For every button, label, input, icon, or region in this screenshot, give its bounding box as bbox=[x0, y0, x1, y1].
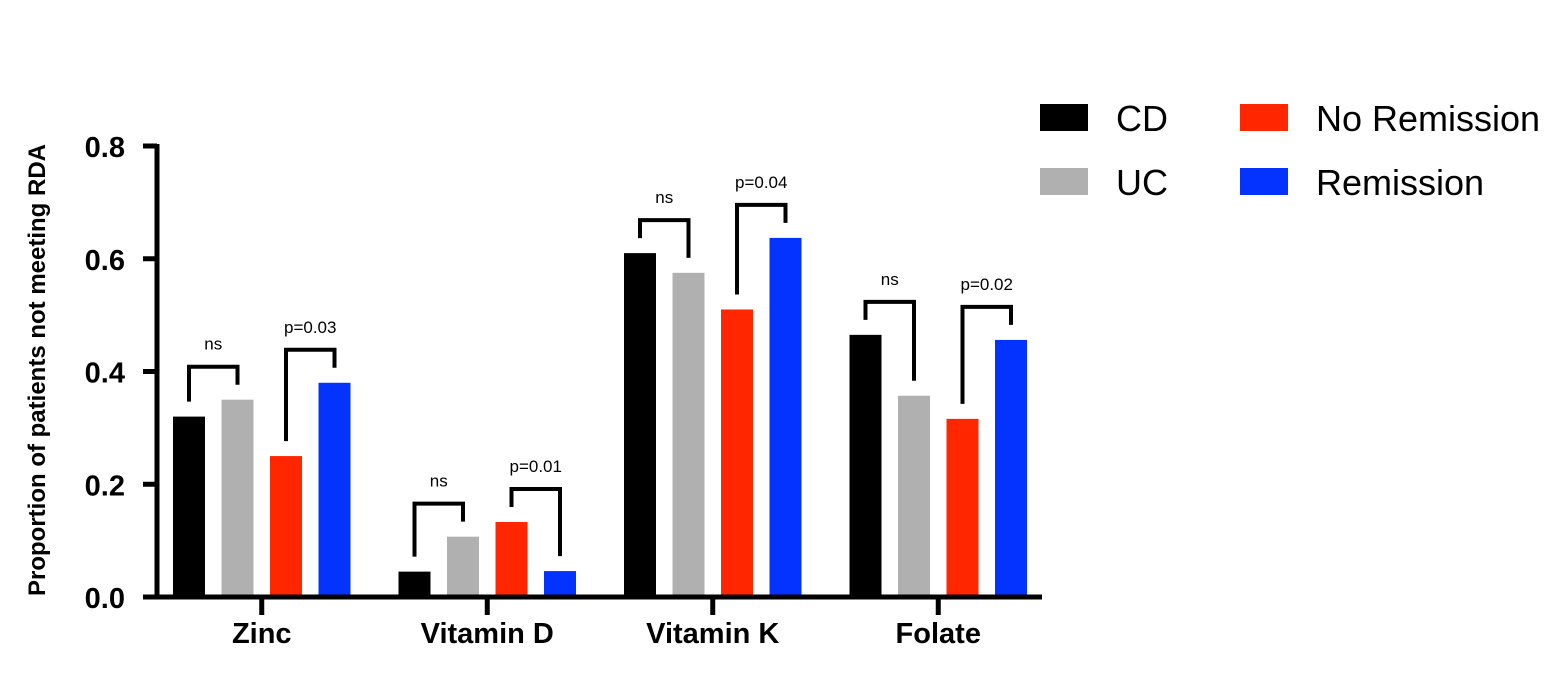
bar bbox=[769, 237, 802, 598]
legend: CD UC No Remission Remission bbox=[1040, 98, 1540, 203]
bar bbox=[946, 418, 979, 597]
legend-swatch bbox=[1240, 168, 1288, 195]
bar bbox=[221, 399, 254, 597]
significance-label: ns bbox=[430, 472, 448, 491]
significance-bracket bbox=[863, 299, 916, 381]
x-category-label: Zinc bbox=[232, 618, 292, 650]
significance-label: ns bbox=[881, 270, 899, 289]
x-category-label: Vitamin K bbox=[646, 618, 779, 650]
x-category-label: Folate bbox=[896, 618, 981, 650]
bar bbox=[544, 571, 576, 597]
legend-swatch bbox=[1240, 104, 1288, 131]
significance-bracket bbox=[960, 304, 1013, 404]
legend-label: CD bbox=[1116, 98, 1168, 139]
legend-swatch bbox=[1040, 168, 1088, 195]
y-tick-label: 0.2 bbox=[85, 470, 125, 502]
y-tick-label: 0.0 bbox=[85, 583, 125, 615]
bar bbox=[270, 456, 302, 597]
significance-label: p=0.02 bbox=[961, 275, 1013, 294]
x-category-label: Vitamin D bbox=[421, 618, 554, 650]
significance-bracket bbox=[735, 202, 788, 295]
significance-bracket bbox=[284, 347, 337, 442]
significance-bracket bbox=[638, 218, 691, 258]
legend-label: Remission bbox=[1316, 162, 1484, 203]
bar bbox=[995, 339, 1027, 597]
bar bbox=[318, 382, 351, 597]
legend-label: UC bbox=[1116, 162, 1168, 203]
y-axis-ticks: 0.0 0.2 0.4 0.6 0.8 bbox=[85, 132, 157, 615]
bar bbox=[398, 571, 431, 597]
significance-bracket bbox=[187, 364, 240, 402]
legend-swatch bbox=[1040, 104, 1088, 131]
y-tick-label: 0.6 bbox=[85, 245, 125, 277]
y-tick-label: 0.8 bbox=[85, 132, 125, 164]
significance-brackets: ns p=0.03 ns p=0.01 ns p=0.04 ns p=0.02 bbox=[187, 173, 1013, 557]
significance-label: p=0.03 bbox=[284, 318, 336, 337]
legend-label: No Remission bbox=[1316, 98, 1540, 139]
significance-label: p=0.01 bbox=[510, 457, 562, 476]
significance-bracket bbox=[412, 501, 465, 557]
bar bbox=[173, 416, 205, 597]
bar bbox=[721, 309, 753, 597]
y-tick-label: 0.4 bbox=[85, 358, 125, 390]
bar bbox=[624, 253, 656, 598]
significance-label: p=0.04 bbox=[735, 173, 787, 192]
significance-label: ns bbox=[655, 188, 673, 207]
bar bbox=[447, 536, 479, 597]
bars-layer bbox=[173, 237, 1027, 598]
bar bbox=[672, 272, 705, 597]
bar bbox=[849, 334, 882, 597]
bar bbox=[495, 522, 528, 597]
x-axis-ticks: Zinc Vitamin D Vitamin K Folate bbox=[232, 597, 981, 650]
significance-bracket bbox=[509, 487, 562, 557]
y-axis-title: Proportion of patients not meeting RDA bbox=[24, 144, 51, 596]
bar bbox=[898, 395, 930, 597]
significance-label: ns bbox=[204, 335, 222, 354]
